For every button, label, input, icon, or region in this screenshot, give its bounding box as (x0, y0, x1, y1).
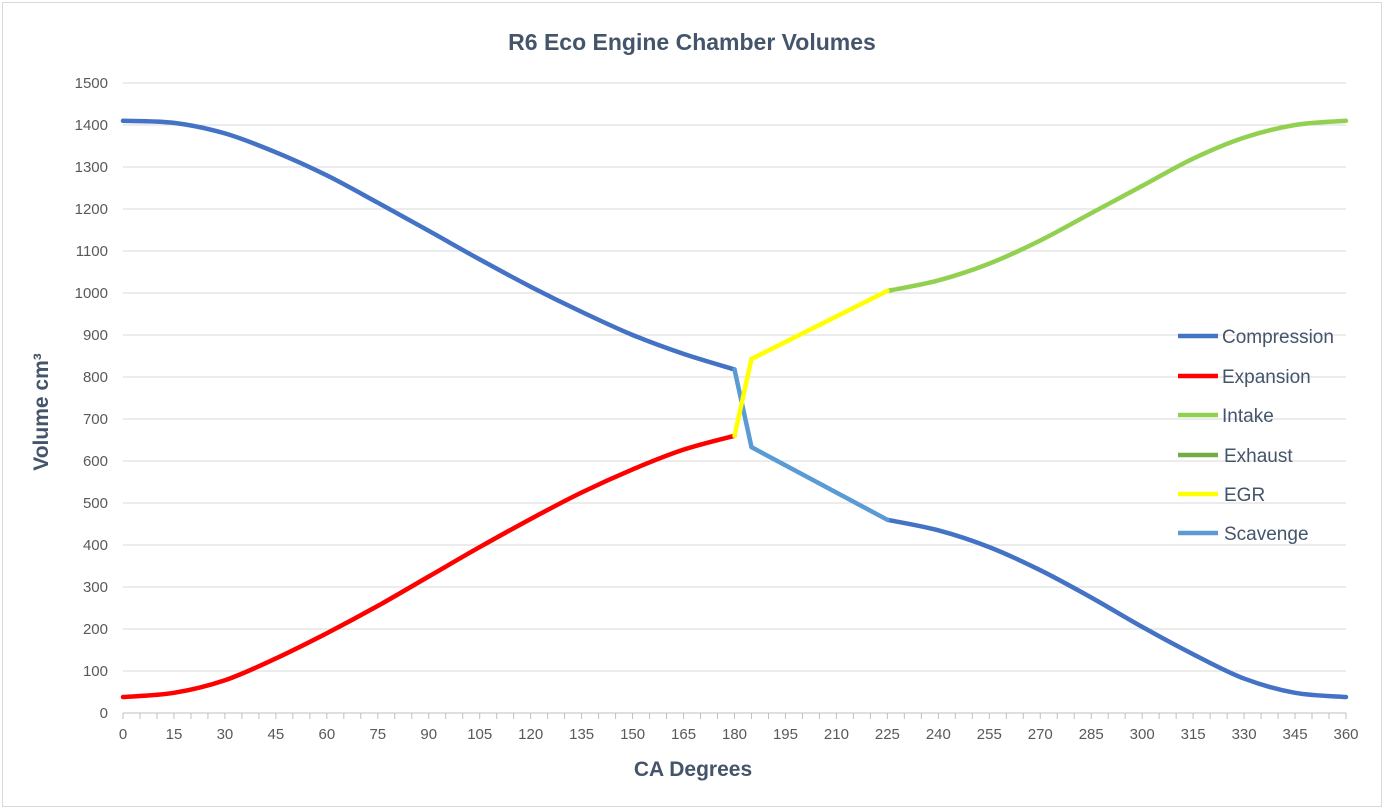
y-tick-label: 100 (83, 663, 108, 680)
x-tick-label: 180 (722, 726, 747, 743)
y-tick-label: 800 (83, 369, 108, 386)
series-line-intake (885, 118, 1349, 294)
x-tick-label: 0 (119, 726, 127, 743)
y-axis-title: Volume cm³ (30, 353, 53, 470)
x-tick-label: 255 (977, 726, 1002, 743)
series-line-compression (120, 118, 737, 372)
x-tick-label: 30 (217, 726, 234, 743)
y-tick-label: 1200 (75, 201, 108, 218)
x-tick-label: 105 (467, 726, 492, 743)
legend-label: Scavenge (1224, 524, 1309, 545)
y-tick-label: 400 (83, 537, 108, 554)
y-tick-label: 1300 (75, 159, 108, 176)
y-tick-label: 0 (100, 705, 108, 722)
series-line-egr (732, 356, 754, 439)
x-tick-label: 150 (620, 726, 645, 743)
series-line-compression (885, 517, 1349, 700)
legend-label: EGR (1224, 485, 1265, 506)
series-line-expansion (120, 433, 737, 700)
x-tick-label: 225 (875, 726, 900, 743)
y-tick-label: 700 (83, 411, 108, 428)
legend-label: Exhaust (1224, 446, 1293, 467)
y-tick-label: 300 (83, 579, 108, 596)
x-tick-label: 90 (420, 726, 437, 743)
x-tick-label: 60 (318, 726, 335, 743)
y-tick-label: 1500 (75, 75, 108, 92)
x-tick-label: 345 (1283, 726, 1308, 743)
x-tick-label: 240 (926, 726, 951, 743)
series-line-egr (749, 288, 890, 362)
x-tick-label: 165 (671, 726, 696, 743)
legend-label: Compression (1222, 327, 1334, 348)
y-tick-label: 500 (83, 495, 108, 512)
x-tick-label: 315 (1181, 726, 1206, 743)
x-tick-label: 270 (1028, 726, 1053, 743)
x-tick-label: 135 (569, 726, 594, 743)
y-tick-label: 200 (83, 621, 108, 638)
x-tick-label: 285 (1079, 726, 1104, 743)
legend-label: Intake (1222, 406, 1274, 427)
x-tick-label: 45 (268, 726, 285, 743)
y-tick-label: 1400 (75, 117, 108, 134)
series-line-scavenge (749, 444, 890, 523)
chart-title: R6 Eco Engine Chamber Volumes (508, 29, 876, 55)
x-tick-label: 15 (166, 726, 183, 743)
x-tick-label: 210 (824, 726, 849, 743)
x-axis-title: CA Degrees (634, 758, 752, 781)
x-tick-label: 120 (518, 726, 543, 743)
y-tick-label: 1000 (75, 285, 108, 302)
y-tick-label: 1100 (76, 243, 108, 260)
x-tick-label: 300 (1130, 726, 1155, 743)
x-tick-label: 195 (773, 726, 798, 743)
x-tick-label: 75 (369, 726, 386, 743)
y-tick-label: 600 (83, 453, 108, 470)
series-line-scavenge (732, 367, 754, 450)
x-tick-label: 360 (1333, 726, 1358, 743)
y-tick-label: 900 (83, 327, 108, 344)
legend-label: Expansion (1222, 367, 1311, 388)
x-tick-label: 330 (1232, 726, 1257, 743)
